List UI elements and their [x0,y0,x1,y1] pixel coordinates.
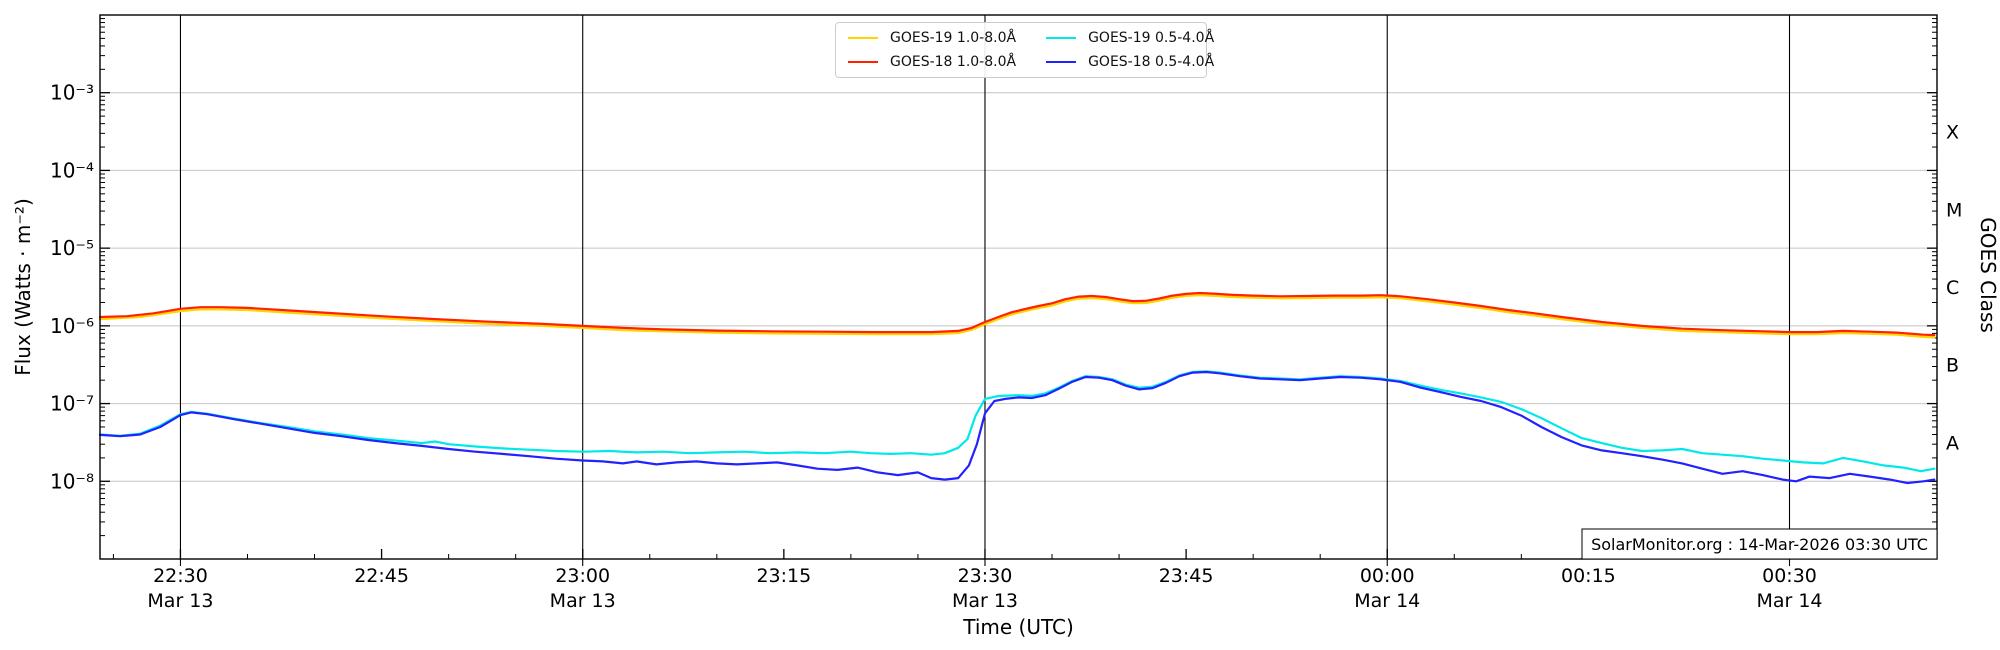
x-tick-time-label: 00:15 [1561,565,1616,587]
legend-item: GOES-18 1.0-8.0Å [848,50,1016,74]
goes-class-letter: B [1946,355,1959,377]
y-tick-label: 10⁻⁴ [50,158,94,182]
x-axis-label: Time (UTC) [962,615,1074,639]
x-tick-time-label: 22:45 [354,565,409,587]
goes-class-letter: C [1946,277,1959,299]
y-axis-label: Flux (Watts · m⁻²) [11,198,35,376]
legend-item: GOES-19 1.0-8.0Å [848,26,1016,50]
x-tick-time-label: 23:15 [756,565,811,587]
x-tick-date-label: Mar 13 [147,590,213,612]
y-tick-label: 10⁻³ [50,81,94,105]
x-tick-time-label: 23:45 [1159,565,1214,587]
x-tick-time-label: 00:00 [1360,565,1415,587]
plot-border [99,14,1938,560]
legend-item: GOES-18 0.5-4.0Å [1046,50,1214,74]
legend-item: GOES-19 0.5-4.0Å [1046,26,1214,50]
x-tick-date-label: Mar 14 [1756,590,1822,612]
legend-line-swatch [848,37,878,39]
series-line [98,370,1936,473]
y-tick-label: 10⁻⁸ [50,469,94,493]
legend-label: GOES-19 1.0-8.0Å [890,30,1017,46]
credit-text: SolarMonitor.org : 14-Mar-2026 03:30 UTC [1591,535,1928,554]
y-tick-label: 10⁻⁶ [50,314,94,338]
legend-line-swatch [1046,37,1077,39]
legend-line-swatch [1046,61,1077,63]
goes-class-letter: A [1946,432,1959,454]
x-tick-time-label: 23:00 [555,565,610,587]
x-tick-time-label: 23:30 [958,565,1013,587]
legend-label: GOES-19 0.5-4.0Å [1088,30,1215,46]
legend-label: GOES-18 0.5-4.0Å [1088,54,1215,70]
legend-label: GOES-18 1.0-8.0Å [890,54,1017,70]
series-line [98,294,1936,339]
legend-line-swatch [848,61,878,63]
x-tick-date-label: Mar 13 [952,590,1018,612]
x-tick-date-label: Mar 13 [550,590,616,612]
x-tick-time-label: 00:30 [1762,565,1817,587]
y-tick-label: 10⁻⁵ [50,236,94,260]
legend: GOES-19 1.0-8.0Å GOES-18 1.0-8.0Å GOES-19 … [835,22,1214,78]
right-axis-label: GOES Class [1976,217,2000,333]
goes-class-letter: M [1946,199,1962,221]
series-line [98,370,1936,485]
series-line [98,291,1936,337]
y-tick-label: 10⁻⁷ [50,392,94,416]
x-tick-time-label: 22:30 [153,565,208,587]
x-tick-date-label: Mar 14 [1354,590,1420,612]
credit-box [1581,528,1938,560]
goes-class-letter: X [1946,122,1959,144]
